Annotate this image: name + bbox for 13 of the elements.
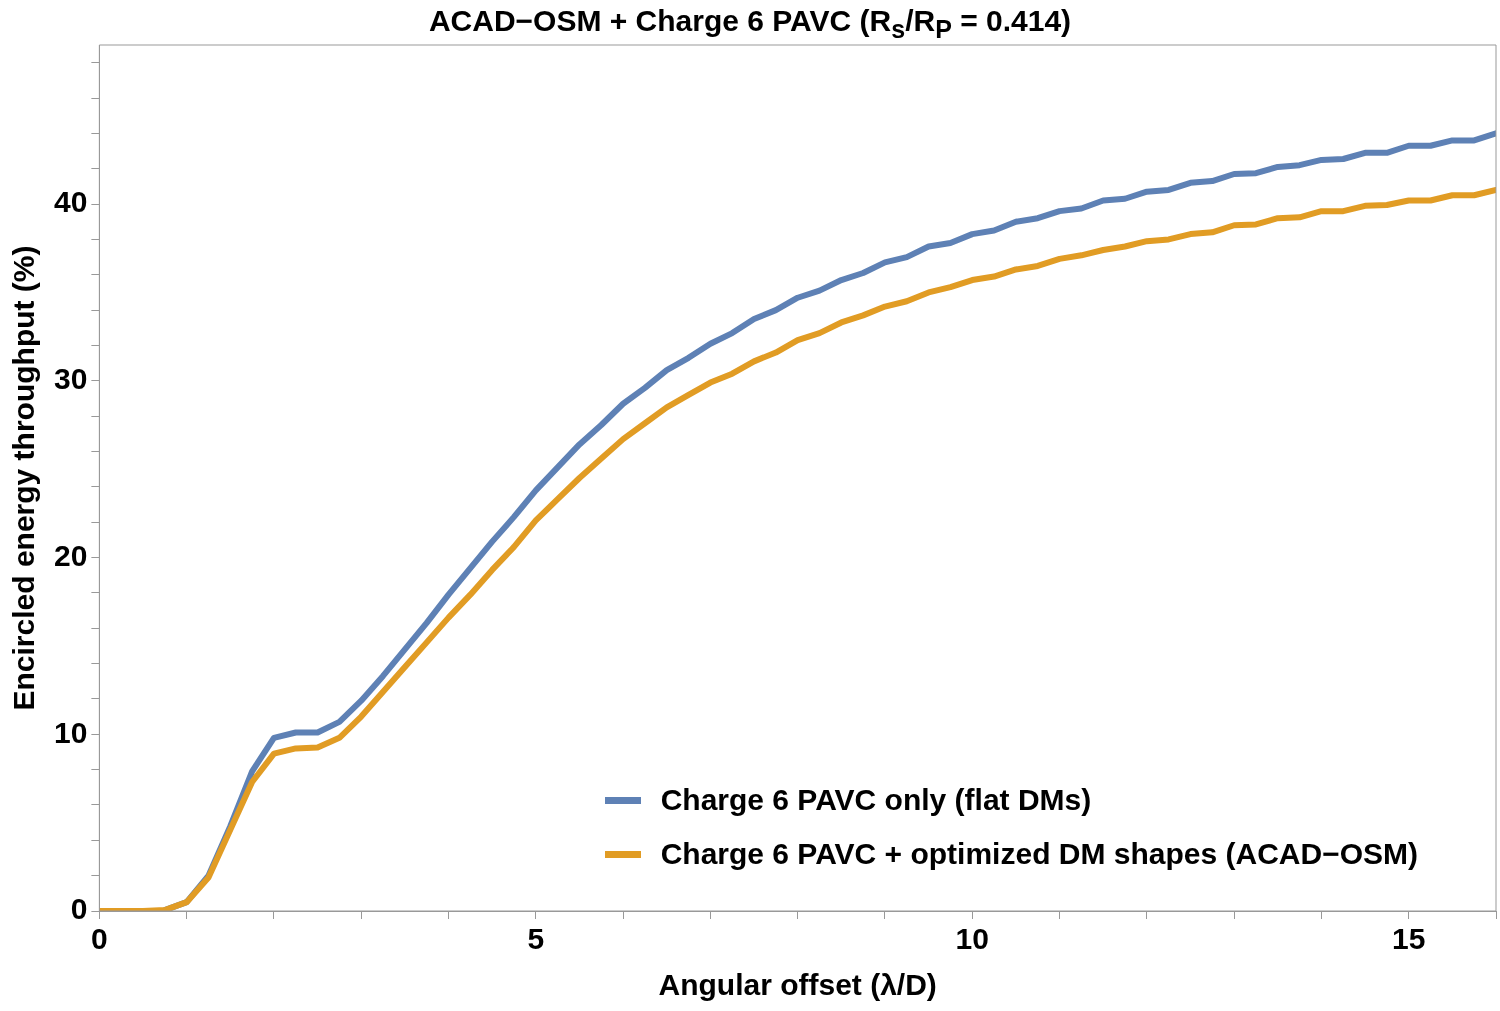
y-tick-label: 0 <box>70 892 88 926</box>
x-tick-label: 10 <box>955 922 989 956</box>
chart-title: ACAD−OSM + Charge 6 PAVC (R$_{s}$/R$_{P}$ = 0.414) <box>427 4 1073 44</box>
y-tick-label: 40 <box>53 185 88 219</box>
y-tick-label: 20 <box>53 538 88 572</box>
x-tick-label: 15 <box>1392 922 1426 956</box>
x-tick-label: 5 <box>527 922 545 956</box>
y-tick-label: 10 <box>53 715 88 749</box>
legend-label: Charge 6 PAVC + optimized DM shapes (ACAD−OSM) <box>660 837 1418 871</box>
y-axis-title: Encircled energy throughput (%) <box>7 245 41 711</box>
y-tick-label: 30 <box>53 362 88 396</box>
x-axis-title: Angular offset (λ/D) <box>658 968 937 1002</box>
legend-label: Charge 6 PAVC only (flat DMs) <box>660 783 1092 817</box>
